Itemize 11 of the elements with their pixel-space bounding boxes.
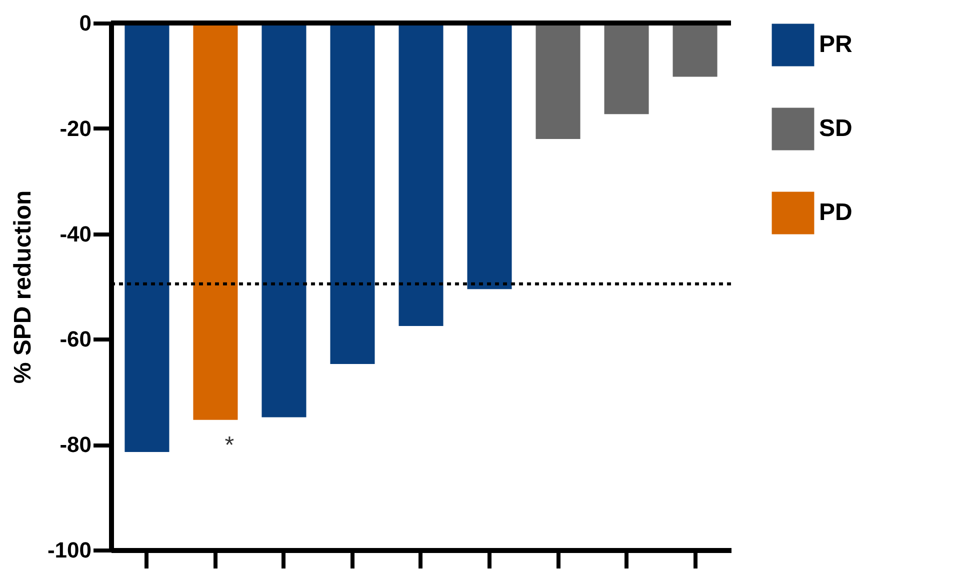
y-tick-label: -80 [60,432,92,458]
legend-label: SD [819,115,852,142]
y-tick-label: -100 [47,538,92,562]
legend-label: PR [819,31,852,58]
y-axis-title: % SPD reduction [9,190,36,384]
legend-label: PD [819,199,852,226]
y-tick-label: 0 [79,10,92,36]
y-tick-label: -20 [60,116,92,141]
annotation: * [224,432,234,459]
y-tick-label: -40 [60,221,92,246]
y-tick-label: -60 [60,326,92,352]
